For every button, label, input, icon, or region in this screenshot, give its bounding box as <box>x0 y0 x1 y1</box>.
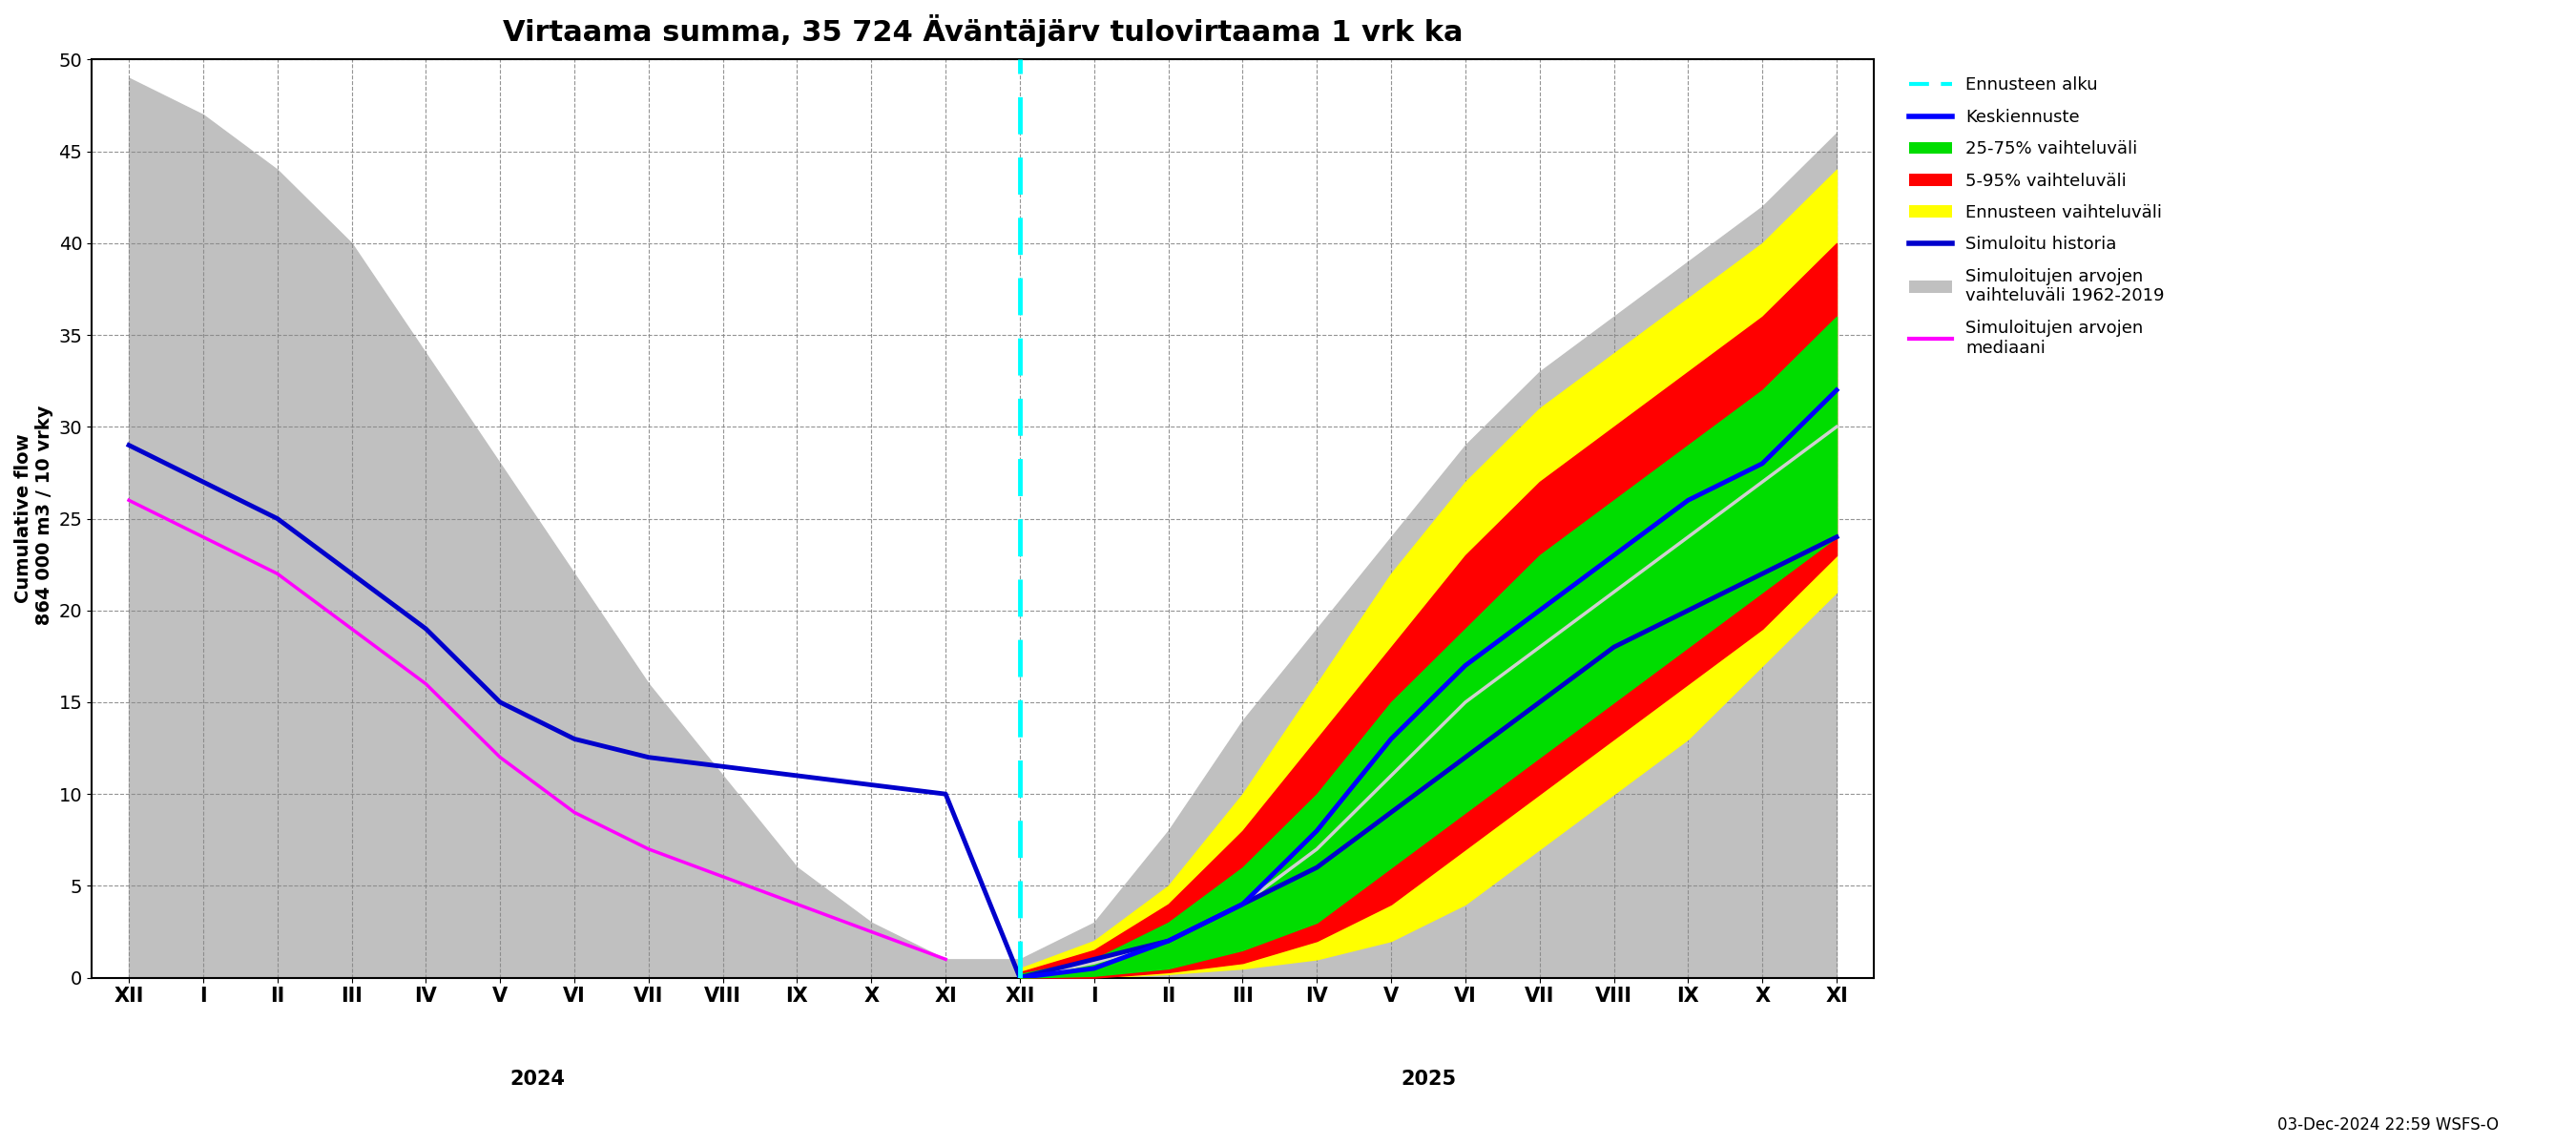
Title: Virtaama summa, 35 724 Äväntäjärv tulovirtaama 1 vrk ka: Virtaama summa, 35 724 Äväntäjärv tulovi… <box>502 14 1463 47</box>
Text: 2024: 2024 <box>510 1069 564 1089</box>
Legend: Ennusteen alku, Keskiennuste, 25-75% vaihteluväli, 5-95% vaihteluväli, Ennusteen: Ennusteen alku, Keskiennuste, 25-75% vai… <box>1901 69 2174 365</box>
Text: 2025: 2025 <box>1401 1069 1455 1089</box>
Text: 03-Dec-2024 22:59 WSFS-O: 03-Dec-2024 22:59 WSFS-O <box>2277 1116 2499 1134</box>
Y-axis label: Cumulative flow
 864 000 m3 / 10 vrky: Cumulative flow 864 000 m3 / 10 vrky <box>15 405 54 632</box>
